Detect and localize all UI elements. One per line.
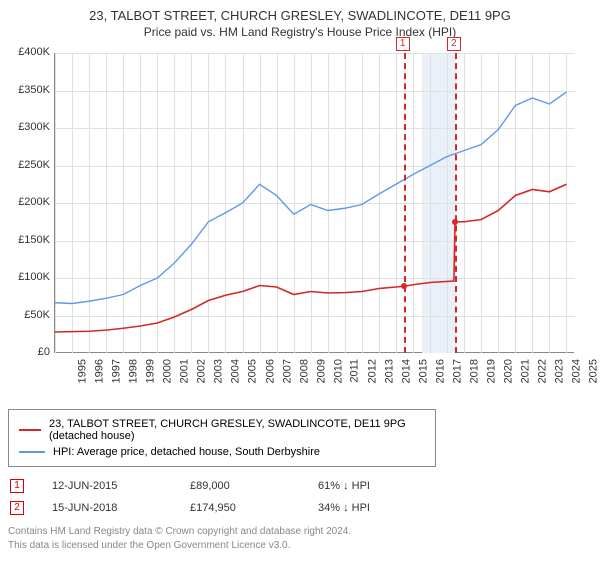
x-axis-label: 2001: [179, 359, 191, 383]
x-axis-label: 1996: [94, 359, 106, 383]
event-dot: [452, 219, 458, 225]
chart-area: £0 £50K £100K £150K £200K £250K £300K £350K £400…: [8, 47, 592, 387]
event-delta: 34% ↓ HPI: [318, 502, 370, 514]
plot-region: [54, 53, 574, 353]
legend-item: HPI: Average price, detached house, Sout…: [19, 444, 425, 460]
legend-label: HPI: Average price, detached house, Sout…: [53, 446, 320, 458]
x-axis-label: 2008: [298, 359, 310, 383]
series-hpi: [55, 92, 566, 304]
event-row: 1 12-JUN-2015 £89,000 61% ↓ HPI: [8, 475, 592, 497]
y-axis-label: £200K: [8, 196, 50, 208]
event-marker-1: 1: [396, 37, 410, 51]
x-axis-label: 2005: [247, 359, 259, 383]
x-axis-label: 2010: [332, 359, 344, 383]
x-axis-label: 2018: [469, 359, 481, 383]
y-axis-label: £350K: [8, 84, 50, 96]
event-vline: [404, 53, 406, 353]
x-axis-label: 2002: [196, 359, 208, 383]
x-axis-label: 2022: [537, 359, 549, 383]
event-delta: 61% ↓ HPI: [318, 480, 370, 492]
x-axis-label: 1997: [111, 359, 123, 383]
y-axis-label: £250K: [8, 159, 50, 171]
y-axis-label: £300K: [8, 121, 50, 133]
attribution-footnote: Contains HM Land Registry data © Crown c…: [8, 525, 592, 553]
x-axis-label: 2021: [520, 359, 532, 383]
footnote-line: Contains HM Land Registry data © Crown c…: [8, 526, 351, 537]
legend-item: 23, TALBOT STREET, CHURCH GRESLEY, SWADL…: [19, 416, 425, 444]
event-marker-2: 2: [447, 37, 461, 51]
x-axis-label: 2020: [503, 359, 515, 383]
event-price: £174,950: [190, 502, 290, 514]
x-axis-label: 2003: [213, 359, 225, 383]
x-axis-label: 2006: [264, 359, 276, 383]
y-axis-label: £400K: [8, 46, 50, 58]
x-axis-label: 2007: [281, 359, 293, 383]
event-row: 2 15-JUN-2018 £174,950 34% ↓ HPI: [8, 497, 592, 519]
sale-events: 1 12-JUN-2015 £89,000 61% ↓ HPI 2 15-JUN-2018…: [8, 475, 592, 519]
legend-label: 23, TALBOT STREET, CHURCH GRESLEY, SWADL…: [49, 418, 425, 442]
x-axis-label: 2014: [400, 359, 412, 383]
legend-swatch: [19, 429, 41, 431]
series-property: [55, 184, 566, 332]
y-axis-label: £150K: [8, 234, 50, 246]
event-date: 12-JUN-2015: [52, 480, 162, 492]
x-axis-label: 1995: [76, 359, 88, 383]
event-date: 15-JUN-2018: [52, 502, 162, 514]
x-axis-label: 2019: [486, 359, 498, 383]
x-axis-label: 1999: [145, 359, 157, 383]
event-number-box: 1: [10, 479, 24, 493]
x-axis-label: 1998: [128, 359, 140, 383]
x-axis-label: 2004: [230, 359, 242, 383]
legend: 23, TALBOT STREET, CHURCH GRESLEY, SWADL…: [8, 409, 436, 467]
y-axis-label: £50K: [8, 309, 50, 321]
chart-title: 23, TALBOT STREET, CHURCH GRESLEY, SWADL…: [8, 8, 592, 23]
x-axis-label: 2012: [366, 359, 378, 383]
x-axis-label: 2011: [348, 359, 360, 383]
x-axis-label: 2017: [452, 359, 464, 383]
x-axis-label: 2023: [554, 359, 566, 383]
chart-subtitle: Price paid vs. HM Land Registry's House …: [8, 25, 592, 39]
x-axis-label: 2009: [315, 359, 327, 383]
event-dot: [401, 283, 407, 289]
x-axis-label: 2000: [162, 359, 174, 383]
x-axis-label: 2025: [588, 359, 600, 383]
event-number-box: 2: [10, 501, 24, 515]
x-axis-label: 2013: [383, 359, 395, 383]
event-vline: [455, 53, 457, 353]
series-svg: [55, 53, 575, 353]
y-axis-label: £0: [8, 346, 50, 358]
y-axis-label: £100K: [8, 271, 50, 283]
x-axis-label: 2024: [571, 359, 583, 383]
x-axis-label: 2016: [435, 359, 447, 383]
footnote-line: This data is licensed under the Open Gov…: [8, 540, 290, 551]
legend-swatch: [19, 451, 45, 453]
x-axis-label: 2015: [417, 359, 429, 383]
event-price: £89,000: [190, 480, 290, 492]
